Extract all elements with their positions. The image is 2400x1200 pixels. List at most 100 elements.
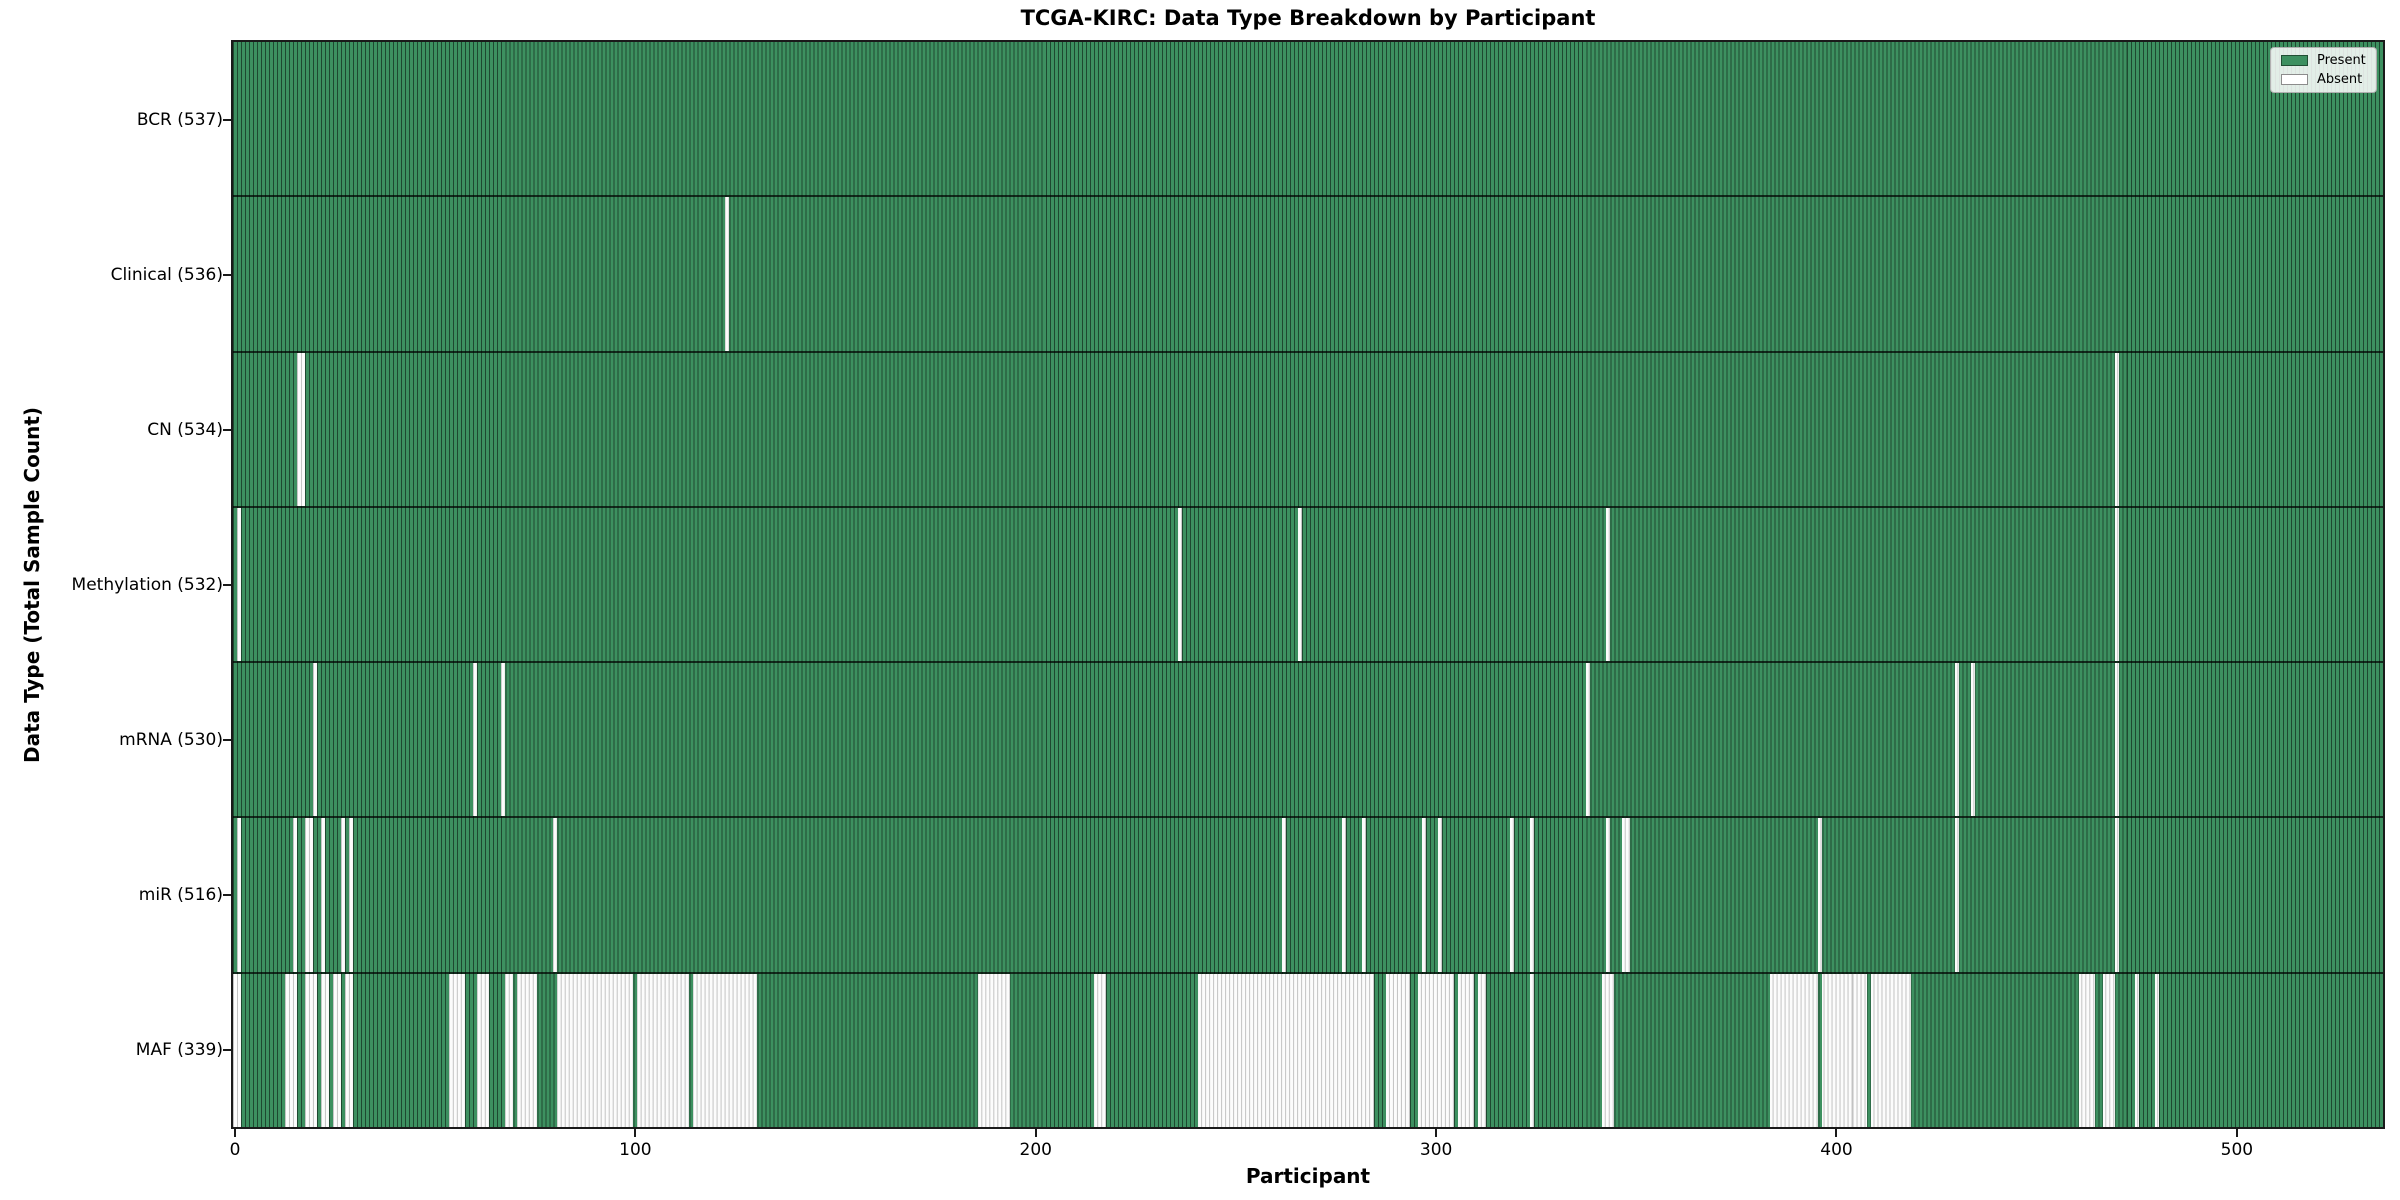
absent-segment <box>2078 973 2095 1127</box>
absent-segment <box>725 197 730 351</box>
absent-segment <box>341 818 346 972</box>
absent-segment <box>1510 818 1515 972</box>
absent-segment <box>345 973 354 1127</box>
absent-segment <box>1478 973 1487 1127</box>
absent-segment <box>1418 973 1455 1127</box>
x-tick-label: 300 <box>1419 1140 1453 1160</box>
matrix-row-methylation <box>233 507 2383 664</box>
x-tick-mark <box>1435 1129 1438 1137</box>
x-tick-mark <box>2235 1129 2238 1137</box>
absent-segment <box>333 973 342 1127</box>
matrix-row-mir <box>233 818 2383 974</box>
y-tick-label: Methylation (532) <box>71 574 223 595</box>
absent-segment <box>1954 818 1959 972</box>
y-tick-label: Clinical (536) <box>110 264 223 285</box>
absent-segment <box>313 663 318 817</box>
matrix-row-cn <box>233 352 2383 508</box>
absent-segment <box>2154 973 2159 1127</box>
matrix-row-maf <box>233 973 2383 1127</box>
absent-segment <box>1622 818 1631 972</box>
absent-segment <box>321 818 326 972</box>
matrix-row-bcr <box>233 42 2383 198</box>
absent-segment <box>233 973 241 1127</box>
y-tick-label: MAF (339) <box>135 1039 223 1060</box>
y-tick-mark <box>223 738 231 741</box>
x-axis-label: Participant <box>1245 1164 1371 1188</box>
absent-segment <box>1093 973 1106 1127</box>
absent-segment <box>349 818 354 972</box>
absent-segment <box>305 818 314 972</box>
absent-segment <box>1386 973 1411 1127</box>
legend-label: Absent <box>2317 72 2363 87</box>
absent-segment <box>637 973 690 1127</box>
x-tick-label: 200 <box>1019 1140 1052 1160</box>
x-tick-mark <box>234 1129 236 1137</box>
absent-segment <box>477 973 490 1127</box>
absent-segment <box>693 973 758 1127</box>
absent-segment <box>1438 818 1443 972</box>
absent-segment <box>473 663 478 817</box>
legend-item: Absent <box>2281 73 2366 86</box>
y-tick-mark <box>223 118 231 121</box>
absent-segment <box>449 973 466 1127</box>
y-tick-label: miR (516) <box>138 884 223 905</box>
absent-segment <box>2114 352 2119 506</box>
plot-area <box>231 40 2385 1129</box>
y-tick-label: mRNA (530) <box>119 729 223 750</box>
y-tick-mark <box>223 893 231 896</box>
absent-segment <box>1197 973 1375 1127</box>
absent-segment <box>1342 818 1347 972</box>
absent-segment <box>2114 818 2119 972</box>
absent-segment <box>237 818 241 972</box>
absent-segment <box>237 507 241 662</box>
absent-segment <box>1602 973 1615 1127</box>
legend-swatch <box>2281 55 2308 66</box>
absent-segment <box>553 818 558 972</box>
absent-segment <box>1606 507 1611 662</box>
absent-segment <box>977 973 1010 1127</box>
absent-segment <box>1530 818 1535 972</box>
absent-segment <box>293 818 298 972</box>
y-tick-mark <box>223 273 231 276</box>
absent-segment <box>1606 818 1611 972</box>
x-tick-label: 100 <box>619 1140 652 1160</box>
x-tick-mark <box>634 1129 637 1137</box>
absent-segment <box>1177 507 1182 662</box>
absent-segment <box>1297 507 1302 662</box>
absent-segment <box>1586 663 1591 817</box>
x-tick-label: 0 <box>229 1140 241 1160</box>
absent-segment <box>1818 818 1823 972</box>
y-tick-label: BCR (537) <box>136 109 223 130</box>
chart-title: TCGA-KIRC: Data Type Breakdown by Partic… <box>1020 6 1596 30</box>
x-tick-label: 400 <box>1820 1140 1853 1160</box>
absent-segment <box>285 973 298 1127</box>
absent-segment <box>1822 973 1867 1127</box>
x-tick-label: 500 <box>2220 1140 2254 1160</box>
matrix-row-clinical <box>233 197 2383 353</box>
absent-segment <box>1422 818 1427 972</box>
legend-item: Present <box>2281 54 2366 67</box>
absent-segment <box>1870 973 1911 1127</box>
absent-segment <box>1770 973 1819 1127</box>
y-tick-label: CN (534) <box>147 419 223 440</box>
absent-segment <box>1970 663 1975 817</box>
legend: Present Absent <box>2270 47 2377 93</box>
y-tick-mark <box>223 428 231 431</box>
absent-segment <box>517 973 538 1127</box>
matrix-row-mrna <box>233 663 2383 819</box>
absent-segment <box>2114 507 2119 662</box>
absent-segment <box>1281 818 1286 972</box>
legend-swatch <box>2281 74 2308 85</box>
absent-segment <box>305 973 318 1127</box>
absent-segment <box>557 973 634 1127</box>
absent-segment <box>2102 973 2115 1127</box>
absent-segment <box>501 663 506 817</box>
absent-segment <box>1458 973 1475 1127</box>
absent-segment <box>505 973 514 1127</box>
y-tick-mark <box>223 583 231 586</box>
x-tick-mark <box>1835 1129 1838 1137</box>
absent-segment <box>297 352 306 506</box>
absent-segment <box>2134 973 2139 1127</box>
x-tick-mark <box>1034 1129 1037 1137</box>
